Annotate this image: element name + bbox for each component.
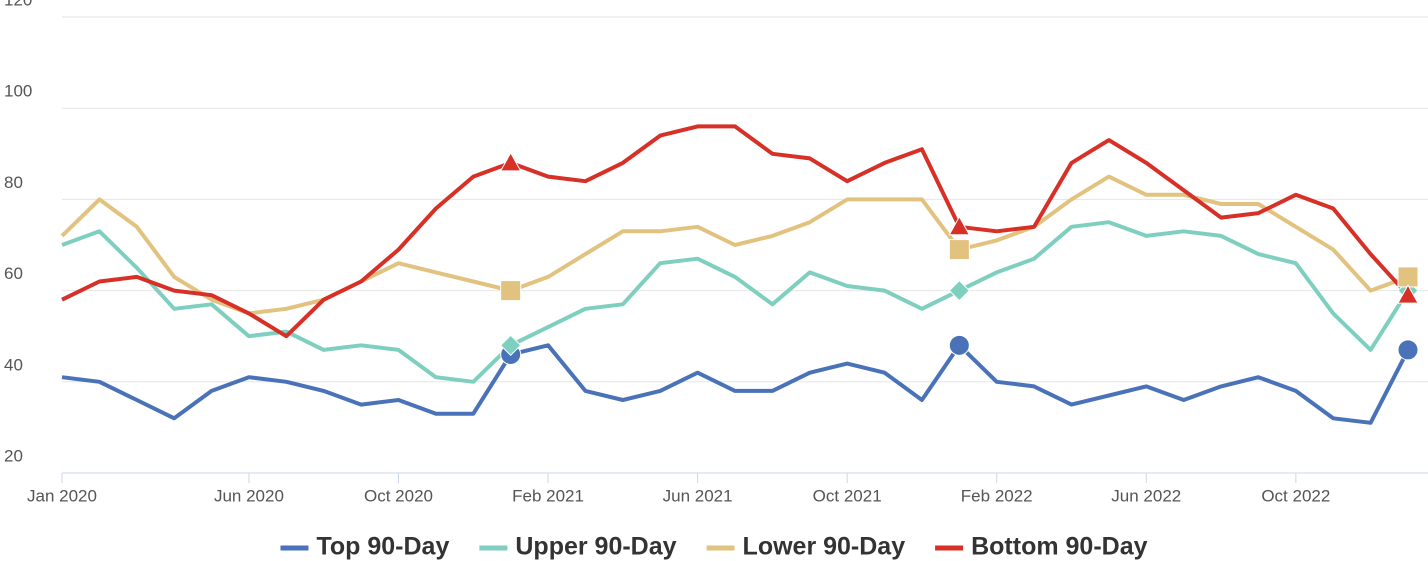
legend-label: Top 90-Day: [316, 533, 449, 561]
legend-label: Lower 90-Day: [743, 533, 906, 561]
series-line: [61, 343, 1410, 425]
marker: [948, 239, 970, 261]
marker: [948, 215, 971, 236]
y-tick-label: 60: [4, 264, 23, 283]
y-tick-label: 20: [4, 446, 23, 465]
y-tick-label: 80: [4, 173, 23, 192]
legend-label: Upper 90-Day: [515, 533, 676, 561]
x-tick-label: Oct 2022: [1261, 486, 1330, 505]
x-tick-label: Feb 2022: [961, 486, 1033, 505]
marker: [948, 334, 970, 356]
series-line: [61, 124, 1410, 339]
x-tick-label: Jan 2020: [27, 486, 97, 505]
marker: [499, 151, 522, 172]
series-line: [61, 220, 1410, 384]
marker: [1397, 266, 1419, 288]
y-tick-label: 100: [4, 82, 32, 101]
x-tick-label: Feb 2021: [512, 486, 584, 505]
legend: Top 90-Day Upper 90-Day Lower 90-Day Bottom…: [280, 533, 1148, 561]
x-tick-label: Jun 2020: [214, 486, 284, 505]
x-tick-label: Jun 2022: [1111, 486, 1181, 505]
marker: [500, 280, 522, 302]
marker: [948, 279, 971, 302]
marker: [1397, 339, 1419, 361]
series-line: [60, 174, 1409, 316]
marker: [499, 334, 522, 357]
x-tick-label: Oct 2021: [813, 486, 882, 505]
y-tick-label: 120: [4, 0, 32, 9]
x-tick-label: Jun 2021: [663, 486, 733, 505]
y-tick-label: 40: [4, 355, 23, 374]
marker: [1397, 284, 1419, 304]
x-tick-label: Oct 2020: [364, 486, 433, 505]
legend-label: Bottom 90-Day: [971, 533, 1148, 561]
